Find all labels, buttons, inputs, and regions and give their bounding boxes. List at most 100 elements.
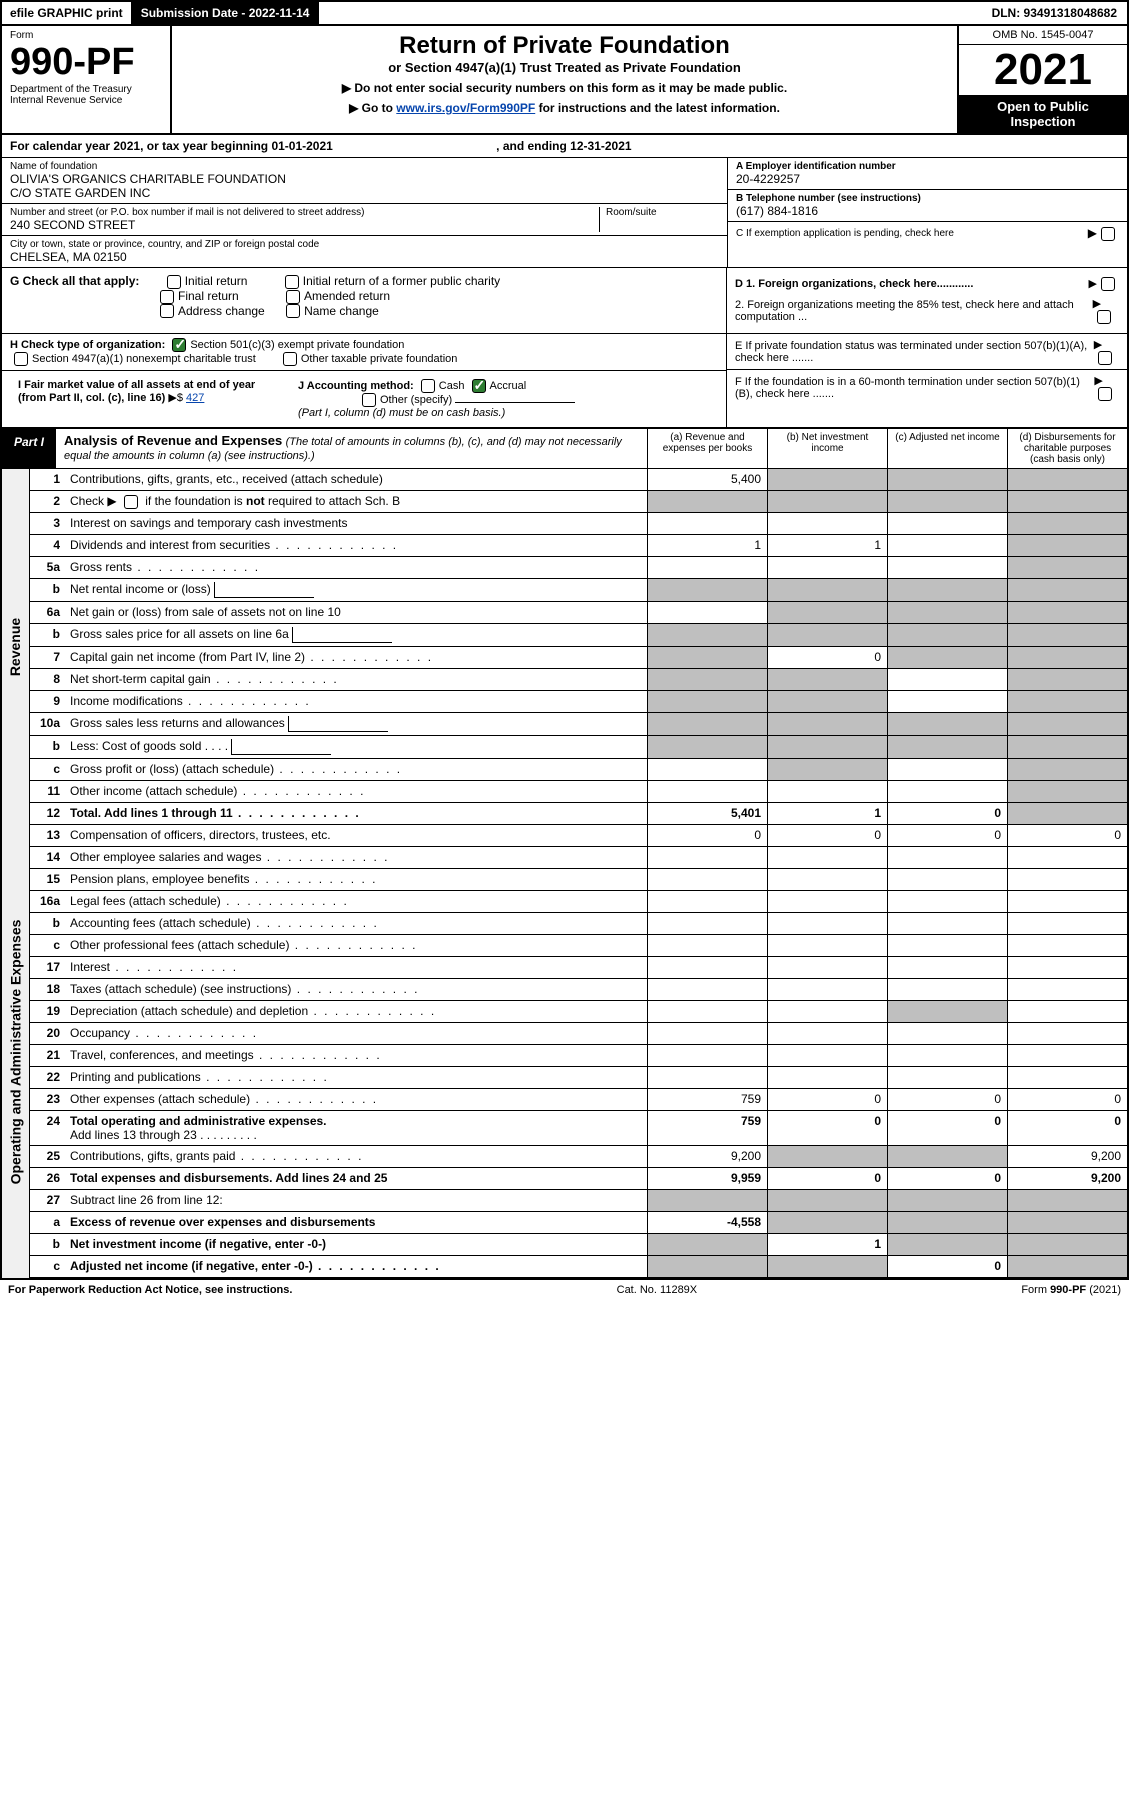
col-b-header: (b) Net investment income [767,429,887,468]
checkbox-f[interactable] [1098,387,1112,401]
table-row: 13Compensation of officers, directors, t… [30,825,1127,847]
table-row: 24Total operating and administrative exp… [30,1111,1127,1146]
table-row: cOther professional fees (attach schedul… [30,935,1127,957]
cat-number: Cat. No. 11289X [617,1284,698,1296]
table-row: bGross sales price for all assets on lin… [30,624,1127,647]
city-cell: City or town, state or province, country… [2,236,727,267]
dln: DLN: 93491318048682 [982,2,1127,24]
room-label: Room/suite [606,207,719,218]
foundation-name: OLIVIA'S ORGANICS CHARITABLE FOUNDATION [10,172,719,186]
table-row: 17Interest [30,957,1127,979]
ein-value: 20-4229257 [736,172,1119,186]
checkbox-schb[interactable] [124,495,138,509]
phone-value: (617) 884-1816 [736,204,1119,218]
table-row: 23Other expenses (attach schedule)759000 [30,1089,1127,1111]
table-row: bLess: Cost of goods sold . . . . [30,736,1127,759]
table-row: 11Other income (attach schedule) [30,781,1127,803]
form-label: Form [10,30,162,41]
checkbox-final-return[interactable] [160,290,174,304]
checkbox-c[interactable] [1101,227,1115,241]
expenses-label: Operating and Administrative Expenses [2,825,30,1278]
table-row: 22Printing and publications [30,1067,1127,1089]
section-g: G Check all that apply: Initial return I… [2,268,727,333]
efile-left: efile GRAPHIC print [2,2,131,24]
paperwork-notice: For Paperwork Reduction Act Notice, see … [8,1284,292,1296]
section-e-row: E If private foundation status was termi… [727,334,1127,370]
table-row: cGross profit or (loss) (attach schedule… [30,759,1127,781]
table-row: 1Contributions, gifts, grants, etc., rec… [30,469,1127,491]
checkbox-d2[interactable] [1097,310,1111,324]
exemption-pending-row: C If exemption application is pending, c… [728,222,1127,245]
table-row: 9Income modifications [30,691,1127,713]
table-row: 12Total. Add lines 1 through 115,40110 [30,803,1127,825]
tax-year: 2021 [959,45,1127,95]
checkbox-amended[interactable] [286,290,300,304]
part-tag: Part I [2,429,56,468]
checkbox-cash[interactable] [421,379,435,393]
table-row: 14Other employee salaries and wages [30,847,1127,869]
table-row: 18Taxes (attach schedule) (see instructi… [30,979,1127,1001]
checkbox-other-method[interactable] [362,393,376,407]
section-d: D 1. Foreign organizations, check here..… [727,268,1127,333]
form-subtitle: or Section 4947(a)(1) Trust Treated as P… [182,60,947,75]
checkbox-d1[interactable] [1101,277,1115,291]
table-row: 16aLegal fees (attach schedule) [30,891,1127,913]
checkbox-initial-former[interactable] [285,275,299,289]
table-row: bNet rental income or (loss) [30,579,1127,602]
section-h: H Check type of organization: Section 50… [2,334,726,371]
irs-link[interactable]: www.irs.gov/Form990PF [396,101,535,115]
phone-cell: B Telephone number (see instructions) (6… [728,190,1127,222]
calendar-year-row: For calendar year 2021, or tax year begi… [2,135,1127,158]
table-row: aExcess of revenue over expenses and dis… [30,1212,1127,1234]
table-row: bNet investment income (if negative, ent… [30,1234,1127,1256]
form-title: Return of Private Foundation [182,32,947,60]
revenue-label: Revenue [2,469,30,825]
table-row: 10aGross sales less returns and allowanc… [30,713,1127,736]
form-box: Form 990-PF Department of the Treasury I… [2,26,172,133]
col-d-header: (d) Disbursements for charitable purpose… [1007,429,1127,468]
checkbox-name-change[interactable] [286,304,300,318]
ein-cell: A Employer identification number 20-4229… [728,158,1127,190]
header-right: OMB No. 1545-0047 2021 Open to Public In… [957,26,1127,133]
col-a-header: (a) Revenue and expenses per books [647,429,767,468]
table-row: 2Check ▶ if the foundation is not requir… [30,491,1127,513]
section-i-j: I Fair market value of all assets at end… [2,371,726,427]
table-row: 3Interest on savings and temporary cash … [30,513,1127,535]
checkbox-501c3[interactable] [172,338,186,352]
footer: For Paperwork Reduction Act Notice, see … [0,1280,1129,1300]
section-f-row: F If the foundation is in a 60-month ter… [727,370,1127,405]
street-address: 240 SECOND STREET [10,218,599,232]
form-number: 990-PF [10,41,162,84]
checkbox-initial-return[interactable] [167,275,181,289]
note-link: ▶ Go to www.irs.gov/Form990PF for instru… [182,101,947,115]
efile-bar: efile GRAPHIC print Submission Date - 20… [2,2,1127,26]
table-row: bAccounting fees (attach schedule) [30,913,1127,935]
table-row: 7Capital gain net income (from Part IV, … [30,647,1127,669]
table-row: 15Pension plans, employee benefits [30,869,1127,891]
table-row: 8Net short-term capital gain [30,669,1127,691]
form-ref: Form 990-PF (2021) [1021,1284,1121,1296]
irs-label: Internal Revenue Service [10,95,162,106]
checkbox-4947[interactable] [14,352,28,366]
city-state-zip: CHELSEA, MA 02150 [10,250,719,264]
part1-header: Part I Analysis of Revenue and Expenses … [2,429,1127,469]
checkbox-e[interactable] [1098,351,1112,365]
submission-date: Submission Date - 2022-11-14 [131,2,320,24]
table-row: 21Travel, conferences, and meetings [30,1045,1127,1067]
dept-label: Department of the Treasury [10,84,162,95]
fmv-value[interactable]: 427 [186,392,204,404]
care-of: C/O STATE GARDEN INC [10,186,719,200]
table-row: 27Subtract line 26 from line 12: [30,1190,1127,1212]
table-row: 25Contributions, gifts, grants paid9,200… [30,1146,1127,1168]
table-row: 19Depreciation (attach schedule) and dep… [30,1001,1127,1023]
checkbox-other-taxable[interactable] [283,352,297,366]
table-row: 4Dividends and interest from securities1… [30,535,1127,557]
note-ssn: ▶ Do not enter social security numbers o… [182,81,947,95]
inspection-badge: Open to Public Inspection [959,95,1127,133]
checkbox-address-change[interactable] [160,304,174,318]
table-row: cAdjusted net income (if negative, enter… [30,1256,1127,1278]
col-c-header: (c) Adjusted net income [887,429,1007,468]
table-row: 5aGross rents [30,557,1127,579]
checkbox-accrual[interactable] [472,379,486,393]
name-cell: Name of foundation OLIVIA'S ORGANICS CHA… [2,158,727,204]
